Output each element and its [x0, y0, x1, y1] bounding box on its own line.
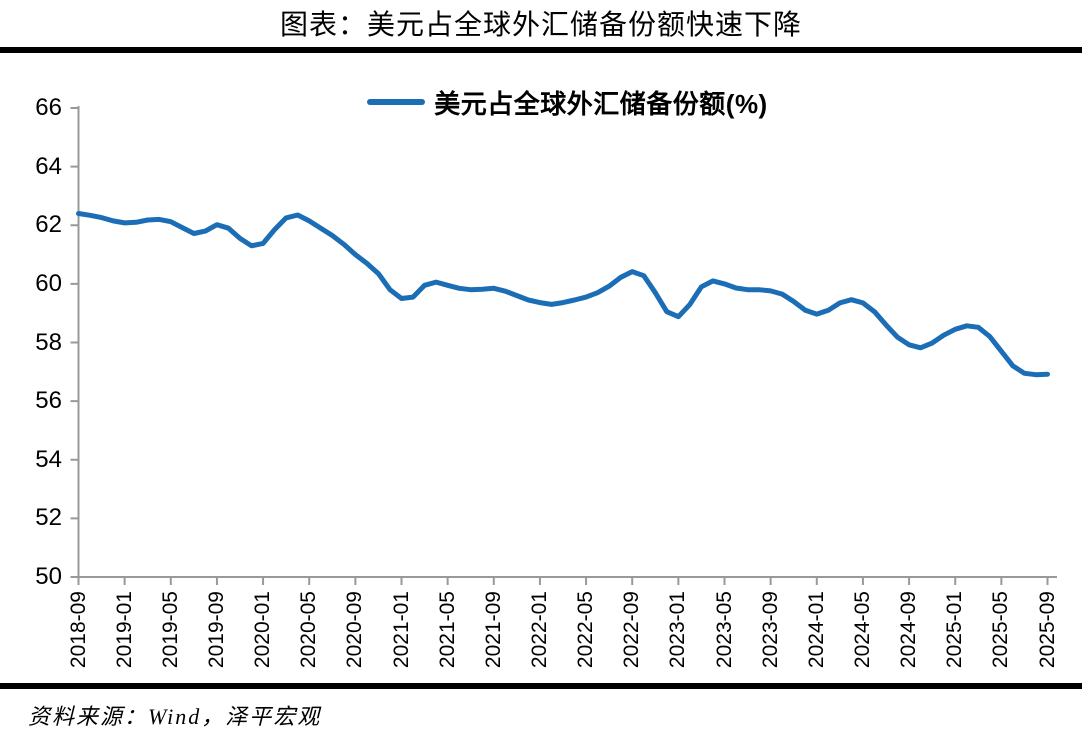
y-tick-label: 58 — [35, 328, 62, 356]
y-tick-label: 54 — [35, 445, 62, 473]
x-tick-label: 2021-01 — [389, 591, 413, 669]
top-divider-rule — [0, 47, 1082, 53]
series-line-usd-share — [76, 211, 1050, 378]
y-tick-label: 56 — [35, 387, 62, 415]
chart-title: 图表：美元占全球外汇储备份额快速下降 — [279, 9, 802, 40]
x-tick-label: 2024-01 — [804, 591, 828, 669]
source-note: 资料来源：Wind，泽平宏观 — [28, 704, 322, 729]
x-tick-label: 2022-01 — [527, 591, 551, 669]
x-tick-label: 2025-01 — [943, 591, 967, 669]
x-tick-label: 2023-09 — [758, 591, 782, 669]
y-tick-label: 60 — [35, 269, 62, 297]
y-tick-label: 52 — [35, 504, 62, 532]
x-tick-label: 2019-05 — [158, 591, 182, 669]
legend-line-swatch-icon — [367, 99, 426, 105]
x-tick-label: 2020-01 — [251, 591, 275, 669]
y-tick-label: 62 — [35, 211, 62, 239]
x-tick-label: 2023-01 — [666, 591, 690, 669]
chart-legend: 美元占全球外汇储备份额(%) — [78, 86, 1057, 119]
x-tick-label: 2025-09 — [1035, 591, 1059, 669]
x-tick-label: 2020-05 — [297, 591, 321, 669]
y-tick-label: 64 — [35, 152, 62, 180]
x-tick-label: 2025-05 — [989, 591, 1013, 669]
x-tick-label: 2022-09 — [620, 591, 644, 669]
x-tick-label: 2020-09 — [343, 591, 367, 669]
x-tick-label: 2024-05 — [850, 591, 874, 669]
bottom-divider-rule — [0, 683, 1082, 689]
x-tick-label: 2018-09 — [66, 591, 90, 669]
legend-label: 美元占全球外汇储备份额(%) — [434, 88, 768, 119]
x-tick-label: 2019-09 — [204, 591, 228, 669]
x-tick-label: 2024-09 — [897, 591, 921, 669]
y-tick-label: 66 — [35, 94, 62, 121]
x-tick-label: 2023-05 — [712, 591, 736, 669]
x-tick-label: 2022-05 — [574, 591, 598, 669]
y-tick-label: 50 — [35, 563, 62, 590]
x-tick-label: 2021-05 — [435, 591, 459, 669]
x-tick-label: 2019-01 — [112, 591, 136, 669]
x-tick-label: 2021-09 — [481, 591, 505, 669]
